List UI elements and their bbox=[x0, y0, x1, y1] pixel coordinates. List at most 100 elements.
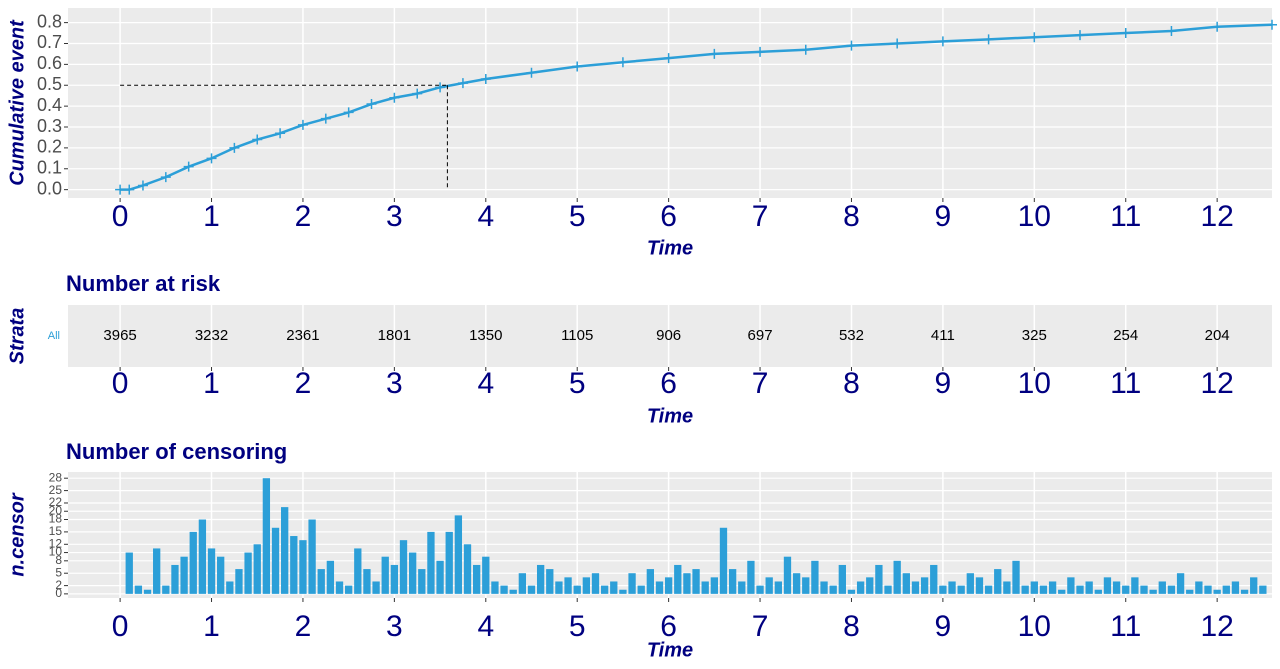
bar bbox=[582, 577, 591, 594]
censor-mark bbox=[480, 73, 491, 84]
panel-bg bbox=[68, 8, 1272, 198]
risk-value: 3965 bbox=[103, 327, 136, 344]
risk-value: 325 bbox=[1022, 327, 1047, 344]
censor-mark bbox=[343, 107, 354, 118]
y-tick-label: 0 bbox=[55, 586, 62, 600]
bar bbox=[1131, 577, 1139, 594]
bar bbox=[838, 564, 846, 594]
bar bbox=[994, 569, 1002, 594]
risk-value: 1105 bbox=[561, 327, 593, 344]
bar bbox=[591, 573, 600, 594]
bar bbox=[271, 527, 280, 594]
x-axis-title: Time bbox=[647, 639, 693, 661]
risk-value: 906 bbox=[656, 327, 681, 344]
bar bbox=[811, 560, 819, 594]
bar bbox=[856, 581, 865, 594]
x-tick-label: 12 bbox=[1200, 200, 1233, 233]
bar bbox=[509, 589, 517, 594]
y-tick-label: 5 bbox=[55, 565, 62, 579]
bar bbox=[354, 548, 362, 594]
risk-value: 1350 bbox=[469, 327, 502, 344]
x-tick-label: 4 bbox=[477, 367, 494, 400]
x-tick-label: 8 bbox=[843, 367, 860, 400]
y-tick-label: 22 bbox=[49, 495, 63, 509]
bar bbox=[454, 515, 463, 594]
x-tick-label: 7 bbox=[752, 610, 769, 643]
risk-value: 1801 bbox=[378, 327, 411, 344]
bar bbox=[710, 577, 718, 594]
bar bbox=[1112, 581, 1121, 594]
x-tick-label: 2 bbox=[295, 200, 312, 233]
x-tick-label: 7 bbox=[752, 367, 769, 400]
x-tick-label: 8 bbox=[843, 200, 860, 233]
bar bbox=[829, 585, 837, 594]
bar bbox=[1094, 589, 1102, 594]
bar bbox=[399, 540, 408, 594]
bar bbox=[436, 560, 444, 594]
censor-mark bbox=[617, 57, 628, 68]
bar bbox=[911, 581, 920, 594]
x-tick-label: 3 bbox=[386, 367, 403, 400]
x-tick-label: 7 bbox=[752, 200, 769, 233]
bar bbox=[619, 589, 627, 594]
y-tick-label: 0.0 bbox=[37, 178, 62, 198]
censor-mark bbox=[1212, 21, 1223, 32]
bar bbox=[546, 569, 554, 594]
bar bbox=[1195, 581, 1203, 594]
y-axis-title: Strata bbox=[6, 308, 28, 365]
bar bbox=[1048, 581, 1057, 594]
censor-mark bbox=[1166, 25, 1177, 36]
censor-mark bbox=[252, 134, 263, 145]
bar bbox=[472, 564, 481, 594]
bar bbox=[180, 556, 188, 594]
bar bbox=[1240, 589, 1249, 594]
y-tick-label: 28 bbox=[49, 470, 63, 484]
x-tick-label: 5 bbox=[569, 610, 586, 643]
bar bbox=[728, 569, 737, 594]
risk-value: 3232 bbox=[195, 327, 228, 344]
bar bbox=[482, 556, 490, 594]
bar bbox=[802, 577, 810, 594]
x-tick-label: 12 bbox=[1200, 610, 1233, 643]
x-tick-label: 4 bbox=[477, 610, 494, 643]
y-tick-label: 12 bbox=[49, 536, 63, 550]
bar bbox=[1176, 573, 1185, 594]
strata-label: All bbox=[48, 330, 60, 342]
bar bbox=[674, 564, 682, 594]
censor-mark bbox=[755, 46, 766, 57]
y-axis-title: Cumulative event bbox=[6, 19, 28, 186]
bar bbox=[1067, 577, 1075, 594]
bar bbox=[765, 577, 773, 594]
bar bbox=[975, 577, 984, 594]
censor-mark bbox=[846, 40, 857, 51]
bar bbox=[326, 560, 335, 594]
bar bbox=[1250, 577, 1258, 594]
bar bbox=[363, 569, 371, 594]
bar bbox=[390, 564, 399, 594]
x-tick-label: 1 bbox=[203, 200, 220, 233]
bar bbox=[235, 569, 243, 594]
bar bbox=[756, 585, 764, 594]
censor-mark bbox=[572, 61, 583, 72]
y-tick-label: 0.8 bbox=[37, 11, 62, 31]
censor-mark bbox=[892, 38, 903, 49]
bar bbox=[966, 573, 974, 594]
x-tick-label: 3 bbox=[386, 610, 403, 643]
censor-mark bbox=[709, 48, 720, 59]
x-tick-label: 11 bbox=[1110, 200, 1141, 233]
bar bbox=[1204, 585, 1212, 594]
bar bbox=[1012, 560, 1020, 594]
censor-mark bbox=[1120, 28, 1131, 39]
bar bbox=[884, 585, 892, 594]
bar bbox=[153, 548, 161, 594]
bar bbox=[683, 573, 691, 594]
bar bbox=[299, 540, 307, 594]
x-tick-label: 6 bbox=[660, 610, 677, 643]
bar bbox=[747, 560, 755, 594]
x-tick-label: 0 bbox=[112, 610, 129, 643]
bar bbox=[783, 556, 792, 594]
bar bbox=[564, 577, 572, 594]
bar bbox=[573, 585, 581, 594]
x-tick-label: 9 bbox=[935, 610, 952, 643]
x-tick-label: 2 bbox=[295, 610, 312, 643]
